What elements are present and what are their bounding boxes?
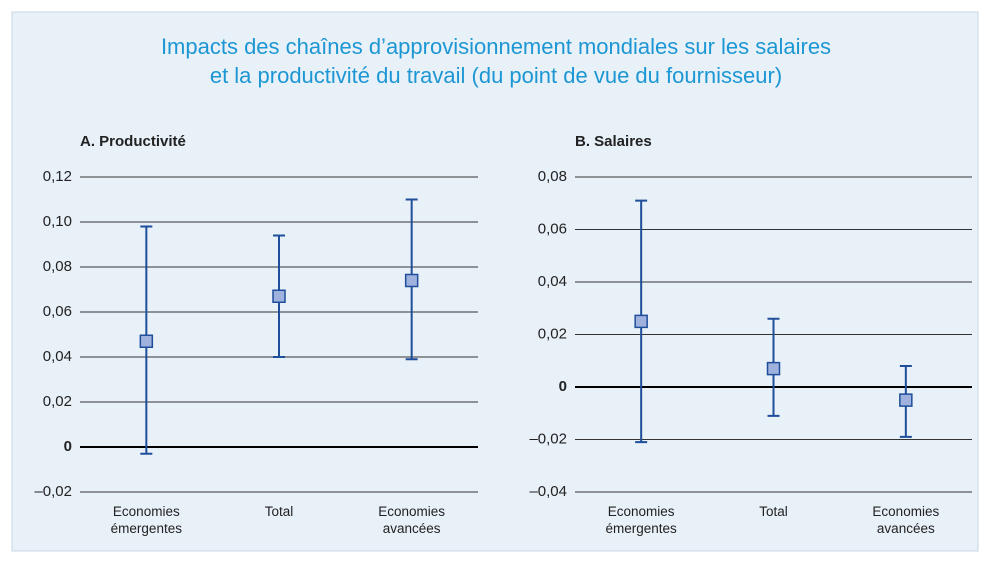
y-tick-label: 0,06 <box>538 220 567 237</box>
y-tick-label: –0,02 <box>529 430 567 447</box>
point-marker <box>139 334 154 348</box>
y-tick-label: 0,02 <box>43 393 72 410</box>
chart-title: et la productivité du travail (du point … <box>210 63 782 88</box>
x-tick-label: Economies émergentes <box>605 504 677 536</box>
y-tick-label: 0 <box>559 378 567 395</box>
y-tick-label: 0,06 <box>43 303 72 320</box>
y-tick-label: 0,02 <box>538 325 567 342</box>
y-tick-label: 0,10 <box>43 213 72 230</box>
y-tick-label: 0,08 <box>43 258 72 275</box>
panel-title: A. Productivité <box>80 133 186 150</box>
x-tick-label: Economies émergentes <box>110 504 182 536</box>
y-tick-label: –0,04 <box>529 483 567 500</box>
point-marker <box>766 361 781 376</box>
y-tick-label: 0,04 <box>43 348 72 365</box>
x-tick-label: Total <box>264 504 294 519</box>
point-marker <box>272 289 286 303</box>
y-tick-label: 0,08 <box>538 168 567 185</box>
point-marker <box>899 393 913 407</box>
point-marker <box>634 314 648 329</box>
y-tick-label: –0,02 <box>34 483 72 500</box>
x-tick-label: Total <box>759 504 788 519</box>
point-marker <box>404 273 419 288</box>
panel-title: B. Salaires <box>575 133 652 150</box>
x-tick-label: Economies avancées <box>872 504 940 536</box>
y-tick-label: 0,12 <box>43 168 72 185</box>
y-tick-label: 0,04 <box>538 273 567 290</box>
y-tick-label: 0 <box>64 438 72 455</box>
x-tick-label: Economies avancées <box>378 504 446 536</box>
chart-title: Impacts des chaînes d’approvisionnement … <box>161 34 831 59</box>
